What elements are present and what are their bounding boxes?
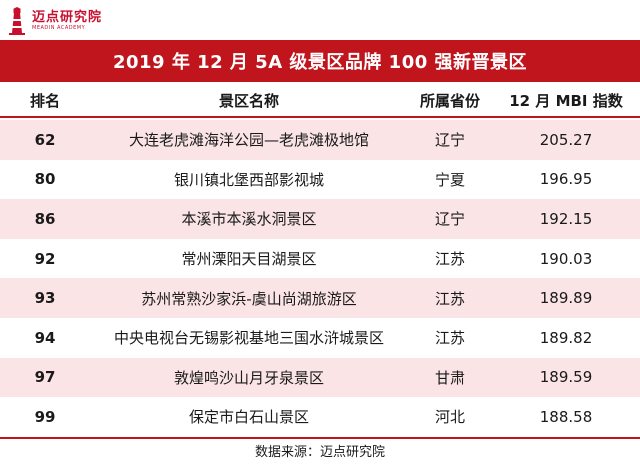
table-row: 62 大连老虎滩海洋公园—老虎滩极地馆 辽宁 205.27 [0,120,640,160]
cell-index: 189.89 [539,289,593,308]
cell-name: 保定市白石山景区 [188,408,309,427]
cell-rank: 97 [34,368,56,387]
cell-province: 辽宁 [434,131,465,150]
cell-rank: 93 [34,289,56,308]
cell-index: 192.15 [539,209,593,228]
cell-province: 江苏 [434,250,465,269]
table-body: 62 大连老虎滩海洋公园—老虎滩极地馆 辽宁 205.27 80 银川镇北堡西部… [0,120,640,437]
cell-rank: 94 [34,328,56,347]
table-title: 2019 年 12 月 5A 级景区品牌 100 强新晋景区 [0,40,640,82]
cell-province: 甘肃 [434,368,465,387]
header-name: 景区名称 [218,91,279,110]
cell-index: 190.03 [539,249,593,268]
table-row: 93 苏州常熟沙家浜-虞山尚湖旅游区 江苏 189.89 [0,278,640,318]
cell-province: 宁夏 [434,170,465,189]
cell-rank: 80 [34,170,56,189]
logo-name: 迈点研究院 [32,10,103,25]
cell-index: 188.58 [539,407,593,426]
table-row: 99 保定市白石山景区 河北 188.58 [0,397,640,437]
table-header: 排名 景区名称 所属省份 12 月 MBI 指数 [0,84,640,118]
cell-name: 大连老虎滩海洋公园—老虎滩极地馆 [128,131,369,150]
lighthouse-icon [6,7,28,35]
cell-province: 江苏 [434,289,465,308]
cell-name: 本溪市本溪水洞景区 [181,210,317,229]
cell-index: 189.82 [539,328,593,347]
cell-rank: 86 [34,209,56,228]
table-row: 92 常州溧阳天目湖景区 江苏 190.03 [0,239,640,279]
cell-name: 常州溧阳天目湖景区 [181,250,317,269]
cell-province: 江苏 [434,329,465,348]
logo: 迈点研究院 MEADIN ACADEMY [6,4,102,38]
table-row: 97 敦煌鸣沙山月牙泉景区 甘肃 189.59 [0,357,640,398]
cell-name: 中央电视台无锡影视基地三国水浒城景区 [113,329,384,348]
cell-rank: 92 [34,249,56,268]
cell-rank: 99 [34,407,56,426]
cell-index: 205.27 [539,130,593,149]
cell-name: 银川镇北堡西部影视城 [173,170,324,189]
divider [0,437,640,439]
header-index: 12 月 MBI 指数 [509,91,623,110]
cell-rank: 62 [34,130,56,149]
logo-subtitle: MEADIN ACADEMY [32,25,86,31]
cell-name: 敦煌鸣沙山月牙泉景区 [173,368,324,387]
table-row: 86 本溪市本溪水洞景区 辽宁 192.15 [0,199,640,239]
table-row: 94 中央电视台无锡影视基地三国水浒城景区 江苏 189.82 [0,318,640,358]
table-row: 80 银川镇北堡西部影视城 宁夏 196.95 [0,160,640,200]
cell-province: 河北 [434,408,465,427]
cell-index: 196.95 [539,170,593,189]
cell-index: 189.59 [539,368,593,387]
cell-province: 辽宁 [434,210,465,229]
header-rank: 排名 [29,91,60,110]
source-note: 数据来源：迈点研究院 [254,445,385,460]
header-province: 所属省份 [419,91,480,110]
cell-name: 苏州常熟沙家浜-虞山尚湖旅游区 [141,289,357,308]
